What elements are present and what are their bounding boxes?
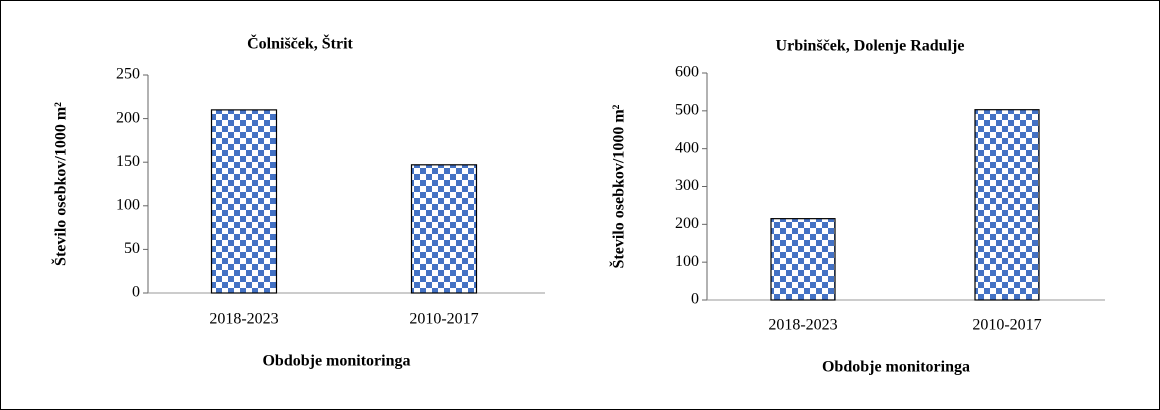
x-tick-label: 2010-2017 bbox=[409, 311, 478, 328]
y-tick-label: 200 bbox=[675, 215, 699, 232]
bar bbox=[210, 109, 278, 294]
y-tick-label: 600 bbox=[675, 64, 699, 81]
y-tick-label: 400 bbox=[675, 139, 699, 156]
y-axis-label: Število osebkov/1000 m² bbox=[609, 104, 628, 268]
y-tick-label: 500 bbox=[675, 102, 699, 119]
bar bbox=[770, 218, 836, 301]
x-axis-label: Obdobje monitoringa bbox=[262, 353, 410, 370]
x-axis-label: Obdobje monitoringa bbox=[822, 359, 970, 376]
y-tick-label: 100 bbox=[675, 253, 699, 270]
y-tick-label: 150 bbox=[116, 153, 140, 170]
y-tick-label: 0 bbox=[132, 284, 140, 301]
y-tick-label: 300 bbox=[675, 177, 699, 194]
x-tick-label: 2018-2023 bbox=[209, 311, 278, 328]
x-tick-label: 2018-2023 bbox=[768, 317, 837, 334]
y-tick-label: 0 bbox=[691, 291, 699, 308]
chart-title: Čolnišček, Štrit bbox=[247, 34, 353, 53]
y-tick-label: 200 bbox=[116, 109, 140, 126]
x-tick-label: 2010-2017 bbox=[972, 317, 1041, 334]
y-axis-label: Število osebkov/1000 m² bbox=[51, 102, 70, 266]
y-tick-label: 100 bbox=[116, 196, 140, 213]
y-tick-label: 50 bbox=[124, 240, 140, 257]
bar bbox=[974, 109, 1040, 301]
y-tick-label: 250 bbox=[116, 66, 140, 83]
chart-title: Urbinšček, Dolenje Radulje bbox=[776, 38, 965, 55]
bar bbox=[410, 164, 478, 294]
